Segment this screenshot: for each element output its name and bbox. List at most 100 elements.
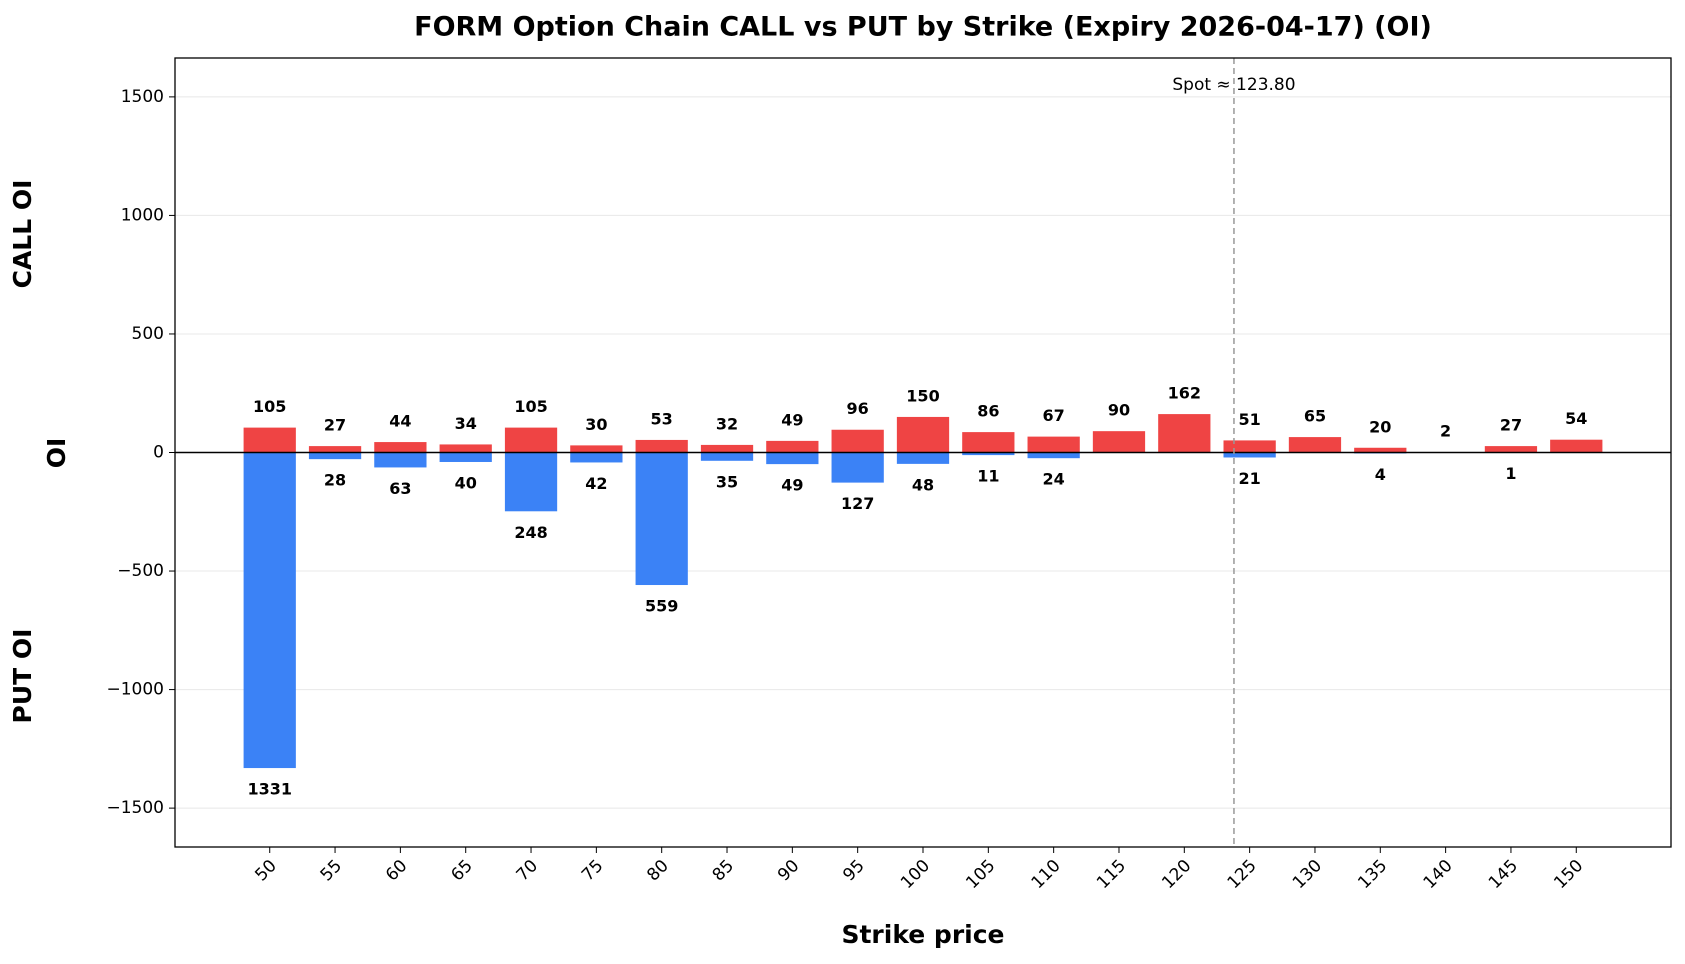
bar: [831, 429, 884, 453]
value-label: 42: [585, 474, 607, 493]
value-label: 1: [1505, 464, 1516, 483]
value-label: 1331: [247, 780, 292, 799]
value-label: 51: [1239, 410, 1261, 429]
x-tick-label: 100: [897, 856, 934, 893]
bar: [635, 439, 688, 453]
x-tick-label: 150: [1550, 856, 1587, 893]
bar: [1223, 440, 1276, 453]
bar: [243, 452, 296, 769]
value-label: 28: [324, 471, 346, 490]
x-tick-label: 130: [1289, 856, 1326, 893]
value-label: 105: [253, 397, 286, 416]
bar: [896, 452, 950, 464]
y-tick-label: −1500: [106, 798, 164, 818]
bar: [1354, 447, 1407, 453]
x-tick-label: 75: [578, 856, 607, 885]
value-label: 24: [1043, 470, 1065, 489]
value-label: 54: [1565, 409, 1587, 428]
bar: [700, 452, 754, 461]
x-tick-label: 55: [317, 856, 346, 885]
bar: [766, 452, 819, 465]
bar: [700, 444, 754, 453]
value-label: 248: [514, 523, 547, 542]
value-label: 65: [1304, 407, 1326, 426]
x-tick-label: 120: [1158, 856, 1195, 893]
value-label: 96: [847, 399, 869, 418]
y-axis-label: OI: [42, 438, 71, 469]
y-tick-label: −1000: [106, 680, 164, 700]
x-tick-label: 80: [643, 856, 672, 885]
value-label: 86: [977, 402, 999, 421]
value-label: 49: [781, 476, 803, 495]
x-tick-label: 145: [1485, 856, 1522, 893]
y-tick-label: 1000: [121, 205, 164, 225]
value-label: 4: [1375, 465, 1386, 484]
bar: [635, 452, 688, 586]
bar: [1158, 414, 1211, 453]
value-label: 34: [455, 414, 477, 433]
value-label: 105: [514, 397, 547, 416]
value-label: 162: [1168, 384, 1201, 403]
x-tick-label: 95: [839, 856, 868, 885]
value-label: 90: [1108, 401, 1130, 420]
y-tick-label: 1500: [121, 87, 164, 107]
bar: [570, 452, 623, 463]
value-label: 11: [977, 467, 999, 486]
y-tick-label: 500: [132, 324, 164, 344]
x-tick-label: 70: [513, 856, 542, 885]
bar: [504, 452, 558, 512]
bar: [1484, 446, 1538, 453]
bar: [308, 446, 362, 453]
value-label: 48: [912, 475, 934, 494]
value-label: 49: [781, 410, 803, 429]
x-tick-label: 125: [1224, 856, 1261, 893]
x-tick-label: 60: [382, 856, 411, 885]
bar: [1027, 436, 1080, 453]
x-tick-label: 115: [1093, 856, 1130, 893]
bar: [504, 427, 558, 453]
bar: [243, 427, 296, 453]
bar: [831, 452, 884, 483]
y-tick-label: −500: [117, 561, 164, 581]
value-label: 35: [716, 472, 738, 491]
value-label: 559: [645, 597, 678, 616]
bar: [766, 440, 819, 453]
bar: [896, 416, 950, 453]
value-label: 27: [324, 416, 346, 435]
y-axis-label-top: CALL OI: [8, 180, 37, 289]
chart-title: FORM Option Chain CALL vs PUT by Strike …: [414, 12, 1432, 43]
x-tick-label: 50: [251, 856, 280, 885]
bar: [308, 452, 362, 460]
bar: [1288, 437, 1342, 453]
x-tick-label: 85: [709, 856, 738, 885]
y-axis-label-bottom: PUT OI: [8, 629, 37, 724]
bar: [962, 452, 1015, 456]
value-label: 21: [1239, 469, 1261, 488]
bar: [1092, 431, 1146, 453]
bar: [439, 452, 492, 462]
x-tick-label: 110: [1028, 856, 1065, 893]
bar: [1027, 452, 1080, 459]
x-tick-label: 90: [774, 856, 803, 885]
value-label: 30: [585, 415, 607, 434]
x-tick-label: 65: [447, 856, 476, 885]
bar: [374, 442, 427, 453]
value-label: 127: [841, 494, 874, 513]
plot-frame: [174, 57, 1672, 848]
bar: [1223, 452, 1276, 458]
value-label: 150: [906, 386, 939, 405]
y-tick-label: 0: [153, 443, 164, 463]
bar: [570, 445, 623, 453]
spot-label: Spot ≈ 123.80: [1172, 75, 1295, 95]
value-label: 20: [1369, 417, 1391, 436]
value-label: 53: [651, 409, 673, 428]
bar: [439, 444, 492, 453]
bar: [374, 452, 427, 468]
bar: [962, 432, 1015, 453]
value-label: 27: [1500, 416, 1522, 435]
x-axis-label: Strike price: [841, 920, 1004, 949]
bar: [1550, 439, 1603, 453]
x-tick-label: 135: [1354, 856, 1391, 893]
